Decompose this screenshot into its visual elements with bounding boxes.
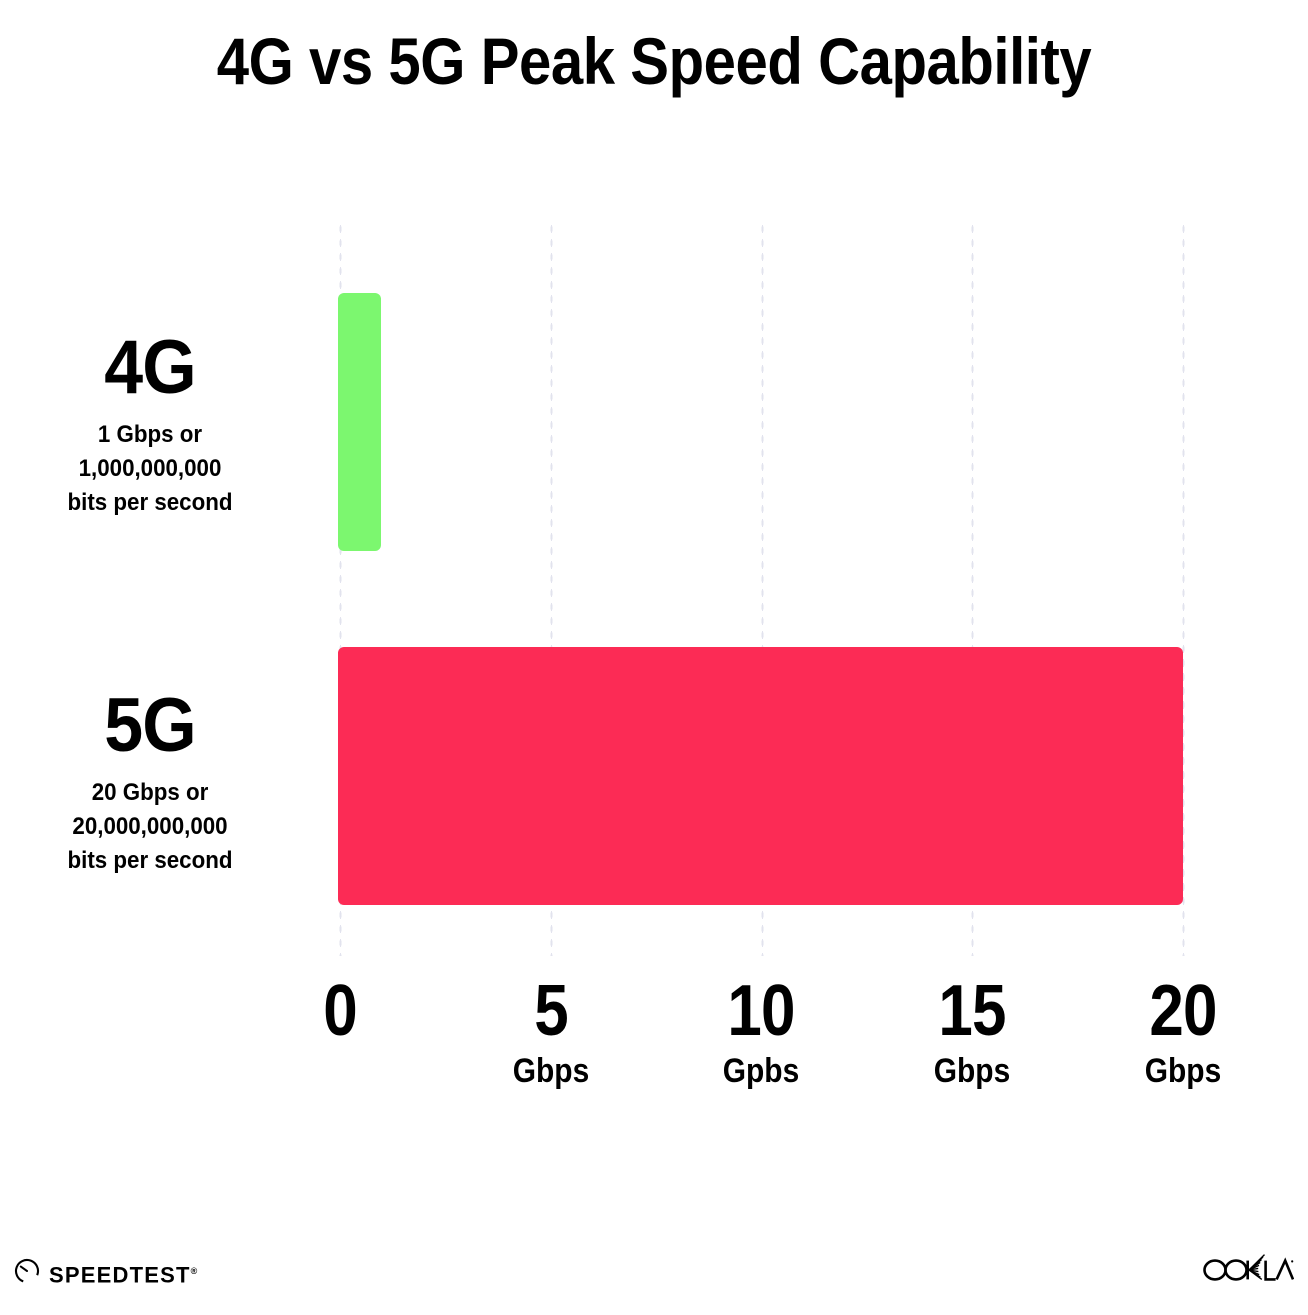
axis-tick-10-value: 10	[727, 971, 795, 1051]
axis-tick-5: 5 Gbps	[451, 975, 651, 1091]
gridline-5	[550, 222, 553, 956]
gridline-15	[971, 222, 974, 956]
speedtest-logo: SPEEDTEST®	[14, 1258, 197, 1289]
axis-tick-20: 20 Gbps	[1083, 975, 1283, 1091]
axis-tick-5-value: 5	[534, 971, 568, 1051]
axis-tick-5-unit: Gbps	[512, 1052, 590, 1090]
gridline-10	[761, 222, 764, 956]
bar-4g	[338, 293, 381, 551]
axis-tick-20-unit: Gbps	[1144, 1052, 1222, 1090]
axis-tick-0-value: 0	[323, 971, 357, 1051]
row-label-4g-generation: 4G	[104, 325, 196, 410]
row-label-4g-detail: 1 Gbps or 1,000,000,000 bits per second	[67, 421, 233, 516]
axis-tick-15: 15 Gbps	[872, 975, 1072, 1091]
ookla-logomark-icon	[1203, 1254, 1294, 1281]
speedometer-icon	[14, 1258, 40, 1289]
axis-tick-0: 0	[240, 975, 440, 1047]
axis-tick-20-value: 20	[1149, 971, 1217, 1051]
bar-5g	[338, 647, 1183, 905]
row-label-5g-generation: 5G	[104, 683, 196, 768]
axis-tick-10-unit: Gpbs	[722, 1052, 800, 1090]
gridline-0	[339, 222, 342, 956]
gridline-20	[1182, 222, 1185, 956]
speedtest-wordmark-text: SPEEDTEST	[49, 1262, 191, 1288]
ookla-logo	[1202, 1252, 1294, 1286]
page-title: 4G vs 5G Peak Speed Capability	[216, 24, 1092, 98]
axis-tick-10: 10 Gpbs	[661, 975, 861, 1091]
row-label-4g: 4G 1 Gbps or 1,000,000,000 bits per seco…	[0, 330, 300, 520]
axis-tick-15-unit: Gbps	[933, 1052, 1011, 1090]
speedtest-trademark-mark: ®	[190, 1266, 198, 1277]
row-label-5g-detail: 20 Gbps or 20,000,000,000 bits per secon…	[67, 779, 233, 874]
row-label-5g: 5G 20 Gbps or 20,000,000,000 bits per se…	[0, 688, 300, 878]
axis-tick-15-value: 15	[938, 971, 1006, 1051]
speedtest-wordmark: SPEEDTEST®	[49, 1259, 197, 1287]
